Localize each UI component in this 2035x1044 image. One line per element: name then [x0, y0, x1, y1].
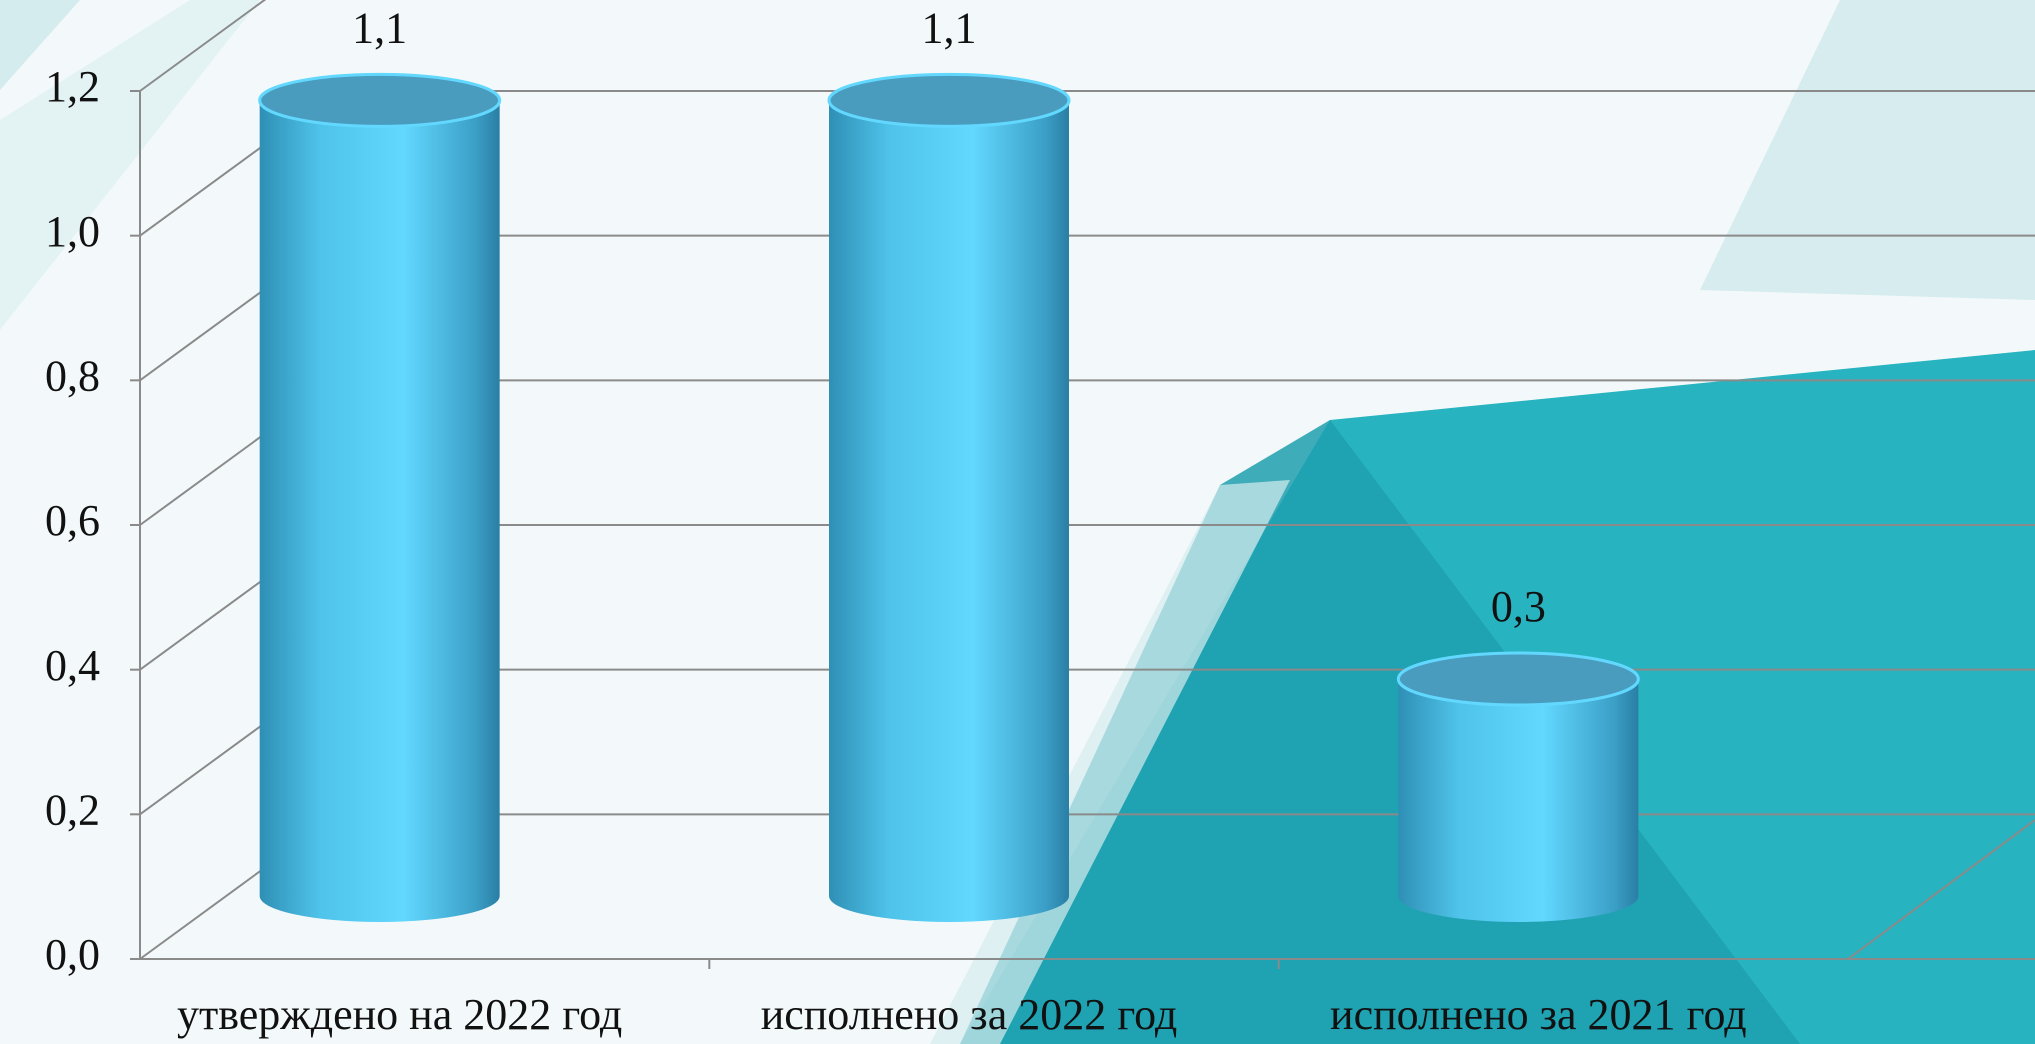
grid-diagonal — [139, 0, 267, 92]
y-tick-label: 1,2 — [45, 62, 100, 111]
bar-top — [827, 72, 1071, 128]
bar-body — [1398, 679, 1639, 923]
x-tick-label: исполнено за 2021 год — [1330, 990, 1747, 1039]
y-tick-label: 0,6 — [45, 496, 100, 545]
bar — [827, 72, 1071, 923]
y-tick-label: 0,2 — [45, 785, 100, 834]
y-tick-label: 0,4 — [45, 641, 100, 690]
bar-top — [1396, 651, 1640, 707]
x-tick-label: исполнено за 2022 год — [761, 990, 1178, 1039]
bar-body — [829, 100, 1069, 923]
bar-body — [259, 100, 500, 923]
floor-edge — [1847, 819, 2035, 960]
bar-top — [258, 72, 502, 128]
y-tick-label: 0,0 — [45, 930, 100, 979]
value-label: 0,3 — [1491, 582, 1546, 631]
x-tick-label: утверждено на 2022 год — [177, 990, 622, 1039]
value-label: 1,1 — [352, 3, 407, 52]
bar — [1396, 651, 1640, 923]
bar — [258, 72, 502, 923]
y-tick-label: 1,0 — [45, 207, 100, 256]
axes: 0,0 0,2 0,4 0,6 0,8 1,0 1,2 — [45, 0, 2035, 979]
value-label: 1,1 — [922, 3, 977, 52]
y-tick-label: 0,8 — [45, 351, 100, 400]
